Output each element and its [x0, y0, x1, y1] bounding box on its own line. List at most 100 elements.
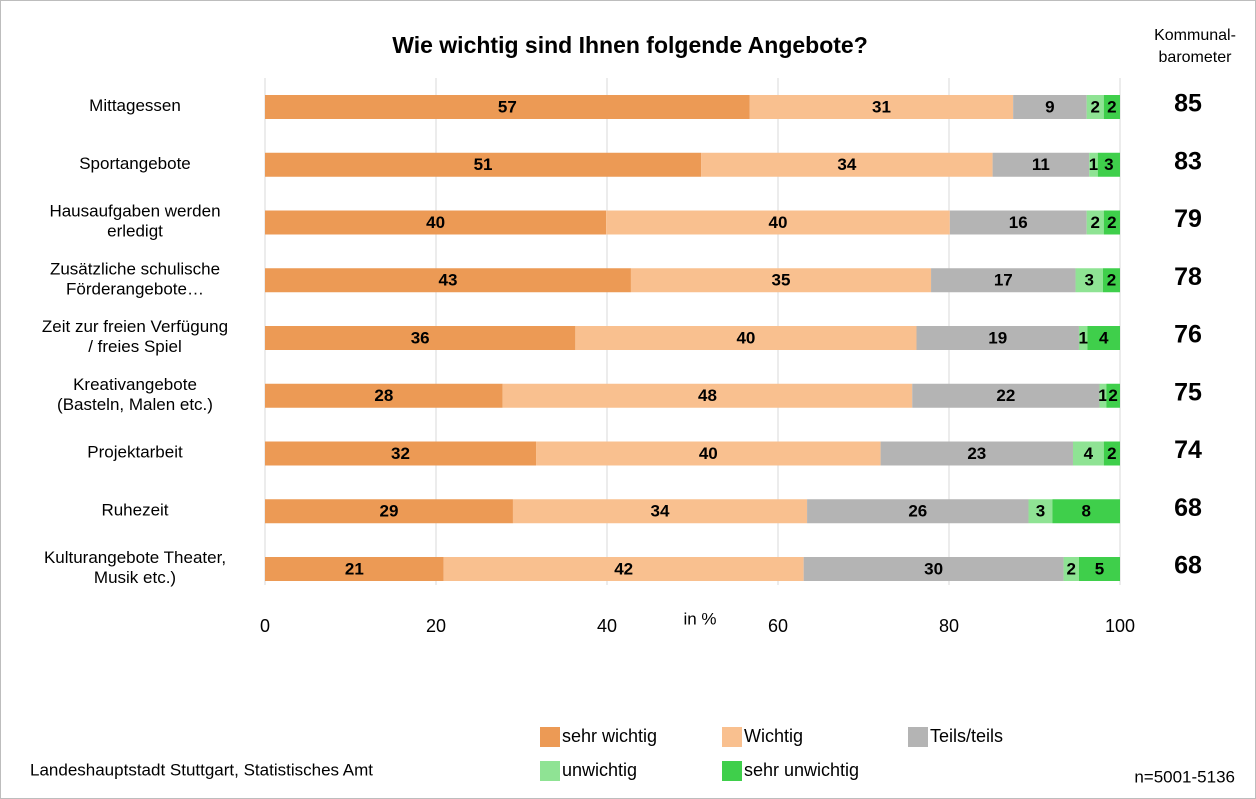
- data-label: 23: [967, 444, 986, 463]
- bar-segment: [265, 326, 576, 350]
- kommunal-value: 74: [1174, 436, 1202, 464]
- data-label: 3: [1084, 271, 1093, 290]
- category-label: Zusätzliche schulische Förderangebote…: [50, 260, 220, 299]
- legend-label: sehr wichtig: [562, 726, 657, 746]
- x-tick-label: 100: [1105, 616, 1135, 636]
- kommunal-value: 79: [1174, 205, 1202, 233]
- data-label: 3: [1036, 502, 1045, 521]
- bar-segment: [1099, 383, 1107, 408]
- data-label: 32: [391, 444, 410, 463]
- category-label: Sportangebote: [79, 154, 191, 173]
- data-label: 43: [439, 271, 458, 290]
- bar-segment: [1063, 557, 1079, 581]
- data-label: 29: [380, 502, 399, 521]
- bar-segment: [1087, 326, 1120, 350]
- x-tick-label: 40: [597, 616, 617, 636]
- legend-swatch: [722, 761, 742, 781]
- bar-segment: [265, 152, 702, 177]
- data-label: 2: [1107, 213, 1116, 232]
- bar-segment: [1075, 268, 1103, 293]
- x-tick-label: 60: [768, 616, 788, 636]
- category-label: Mittagessen: [89, 96, 181, 115]
- bar-segment: [1028, 499, 1053, 524]
- bar-segment: [749, 95, 1014, 119]
- x-tick-label: 20: [426, 616, 446, 636]
- data-label: 4: [1099, 328, 1109, 347]
- bar-segment: [916, 326, 1079, 350]
- data-label: 1: [1098, 386, 1107, 405]
- bar-segment: [807, 499, 1029, 524]
- data-label: 2: [1107, 444, 1116, 463]
- legend-label: Wichtig: [744, 726, 803, 746]
- bar-segment: [931, 268, 1076, 293]
- note: n=5001-5136: [1134, 767, 1235, 786]
- bar-segment: [265, 441, 537, 466]
- bar-segment: [912, 383, 1100, 408]
- data-label: 11: [1032, 155, 1050, 174]
- category-label: Kulturangebote Theater, Musik etc.): [44, 548, 226, 587]
- bar-segment: [443, 557, 804, 581]
- bar-segment: [265, 95, 750, 119]
- kommunal-value: 76: [1174, 321, 1202, 349]
- kommunal-value: 68: [1174, 552, 1202, 580]
- data-label: 2: [1107, 271, 1116, 290]
- bar-segment: [265, 210, 607, 235]
- bar-segment: [630, 268, 932, 293]
- x-axis-label: in %: [683, 609, 716, 628]
- bar-segment: [1013, 95, 1087, 119]
- data-label: 9: [1045, 97, 1054, 116]
- data-label: 1: [1079, 328, 1088, 347]
- bar-segment: [803, 557, 1064, 581]
- bar-segment: [1097, 152, 1120, 177]
- data-label: 1: [1089, 155, 1098, 174]
- x-tick-label: 80: [939, 616, 959, 636]
- legend-label: Teils/teils: [930, 726, 1003, 746]
- legend-swatch: [540, 727, 560, 747]
- bar-segment: [1052, 499, 1120, 524]
- bar-segment: [1103, 441, 1120, 466]
- legend-label: unwichtig: [562, 760, 637, 780]
- data-label: 5: [1095, 559, 1104, 578]
- data-label: 3: [1104, 155, 1113, 174]
- data-label: 21: [345, 559, 364, 578]
- bar-segment: [1103, 210, 1120, 235]
- legend-label: sehr unwichtig: [744, 760, 859, 780]
- bar-segment: [265, 557, 444, 581]
- data-label: 17: [994, 271, 1013, 290]
- kommunal-value: 83: [1174, 147, 1202, 175]
- data-label: 36: [411, 328, 430, 347]
- data-label: 40: [736, 328, 755, 347]
- data-label: 8: [1081, 502, 1090, 521]
- category-label: Projektarbeit: [87, 443, 183, 462]
- data-label: 22: [996, 386, 1015, 405]
- data-label: 30: [924, 559, 943, 578]
- bar-segment: [1103, 95, 1120, 119]
- chart-title: Wie wichtig sind Ihnen folgende Angebote…: [392, 32, 868, 58]
- bar-segment: [1106, 383, 1120, 408]
- data-label: 2: [1090, 97, 1099, 116]
- kommunal-value: 75: [1174, 378, 1202, 406]
- source: Landeshauptstadt Stuttgart, Statistische…: [30, 760, 373, 779]
- kommunal-value: 68: [1174, 494, 1202, 522]
- bar-segment: [512, 499, 808, 524]
- bar-segment: [1078, 557, 1120, 581]
- category-label: Kreativangebote (Basteln, Malen etc.): [57, 375, 213, 414]
- data-label: 31: [872, 97, 891, 116]
- data-label: 40: [699, 444, 718, 463]
- bar-segment: [1089, 152, 1098, 177]
- bar-segment: [1078, 326, 1088, 350]
- legend-swatch: [540, 761, 560, 781]
- data-label: 42: [614, 559, 633, 578]
- bar-segment: [1086, 95, 1104, 119]
- data-label: 4: [1084, 444, 1094, 463]
- bar-segment: [880, 441, 1073, 466]
- legend-swatch: [722, 727, 742, 747]
- data-label: 48: [698, 386, 717, 405]
- kommunal-value: 85: [1174, 90, 1202, 118]
- data-label: 57: [498, 97, 517, 116]
- kommunal-value: 78: [1174, 263, 1202, 291]
- bar-segment: [1072, 441, 1104, 466]
- bar-segment: [536, 441, 881, 466]
- bar-segment: [575, 326, 917, 350]
- bar-segment: [1102, 268, 1120, 293]
